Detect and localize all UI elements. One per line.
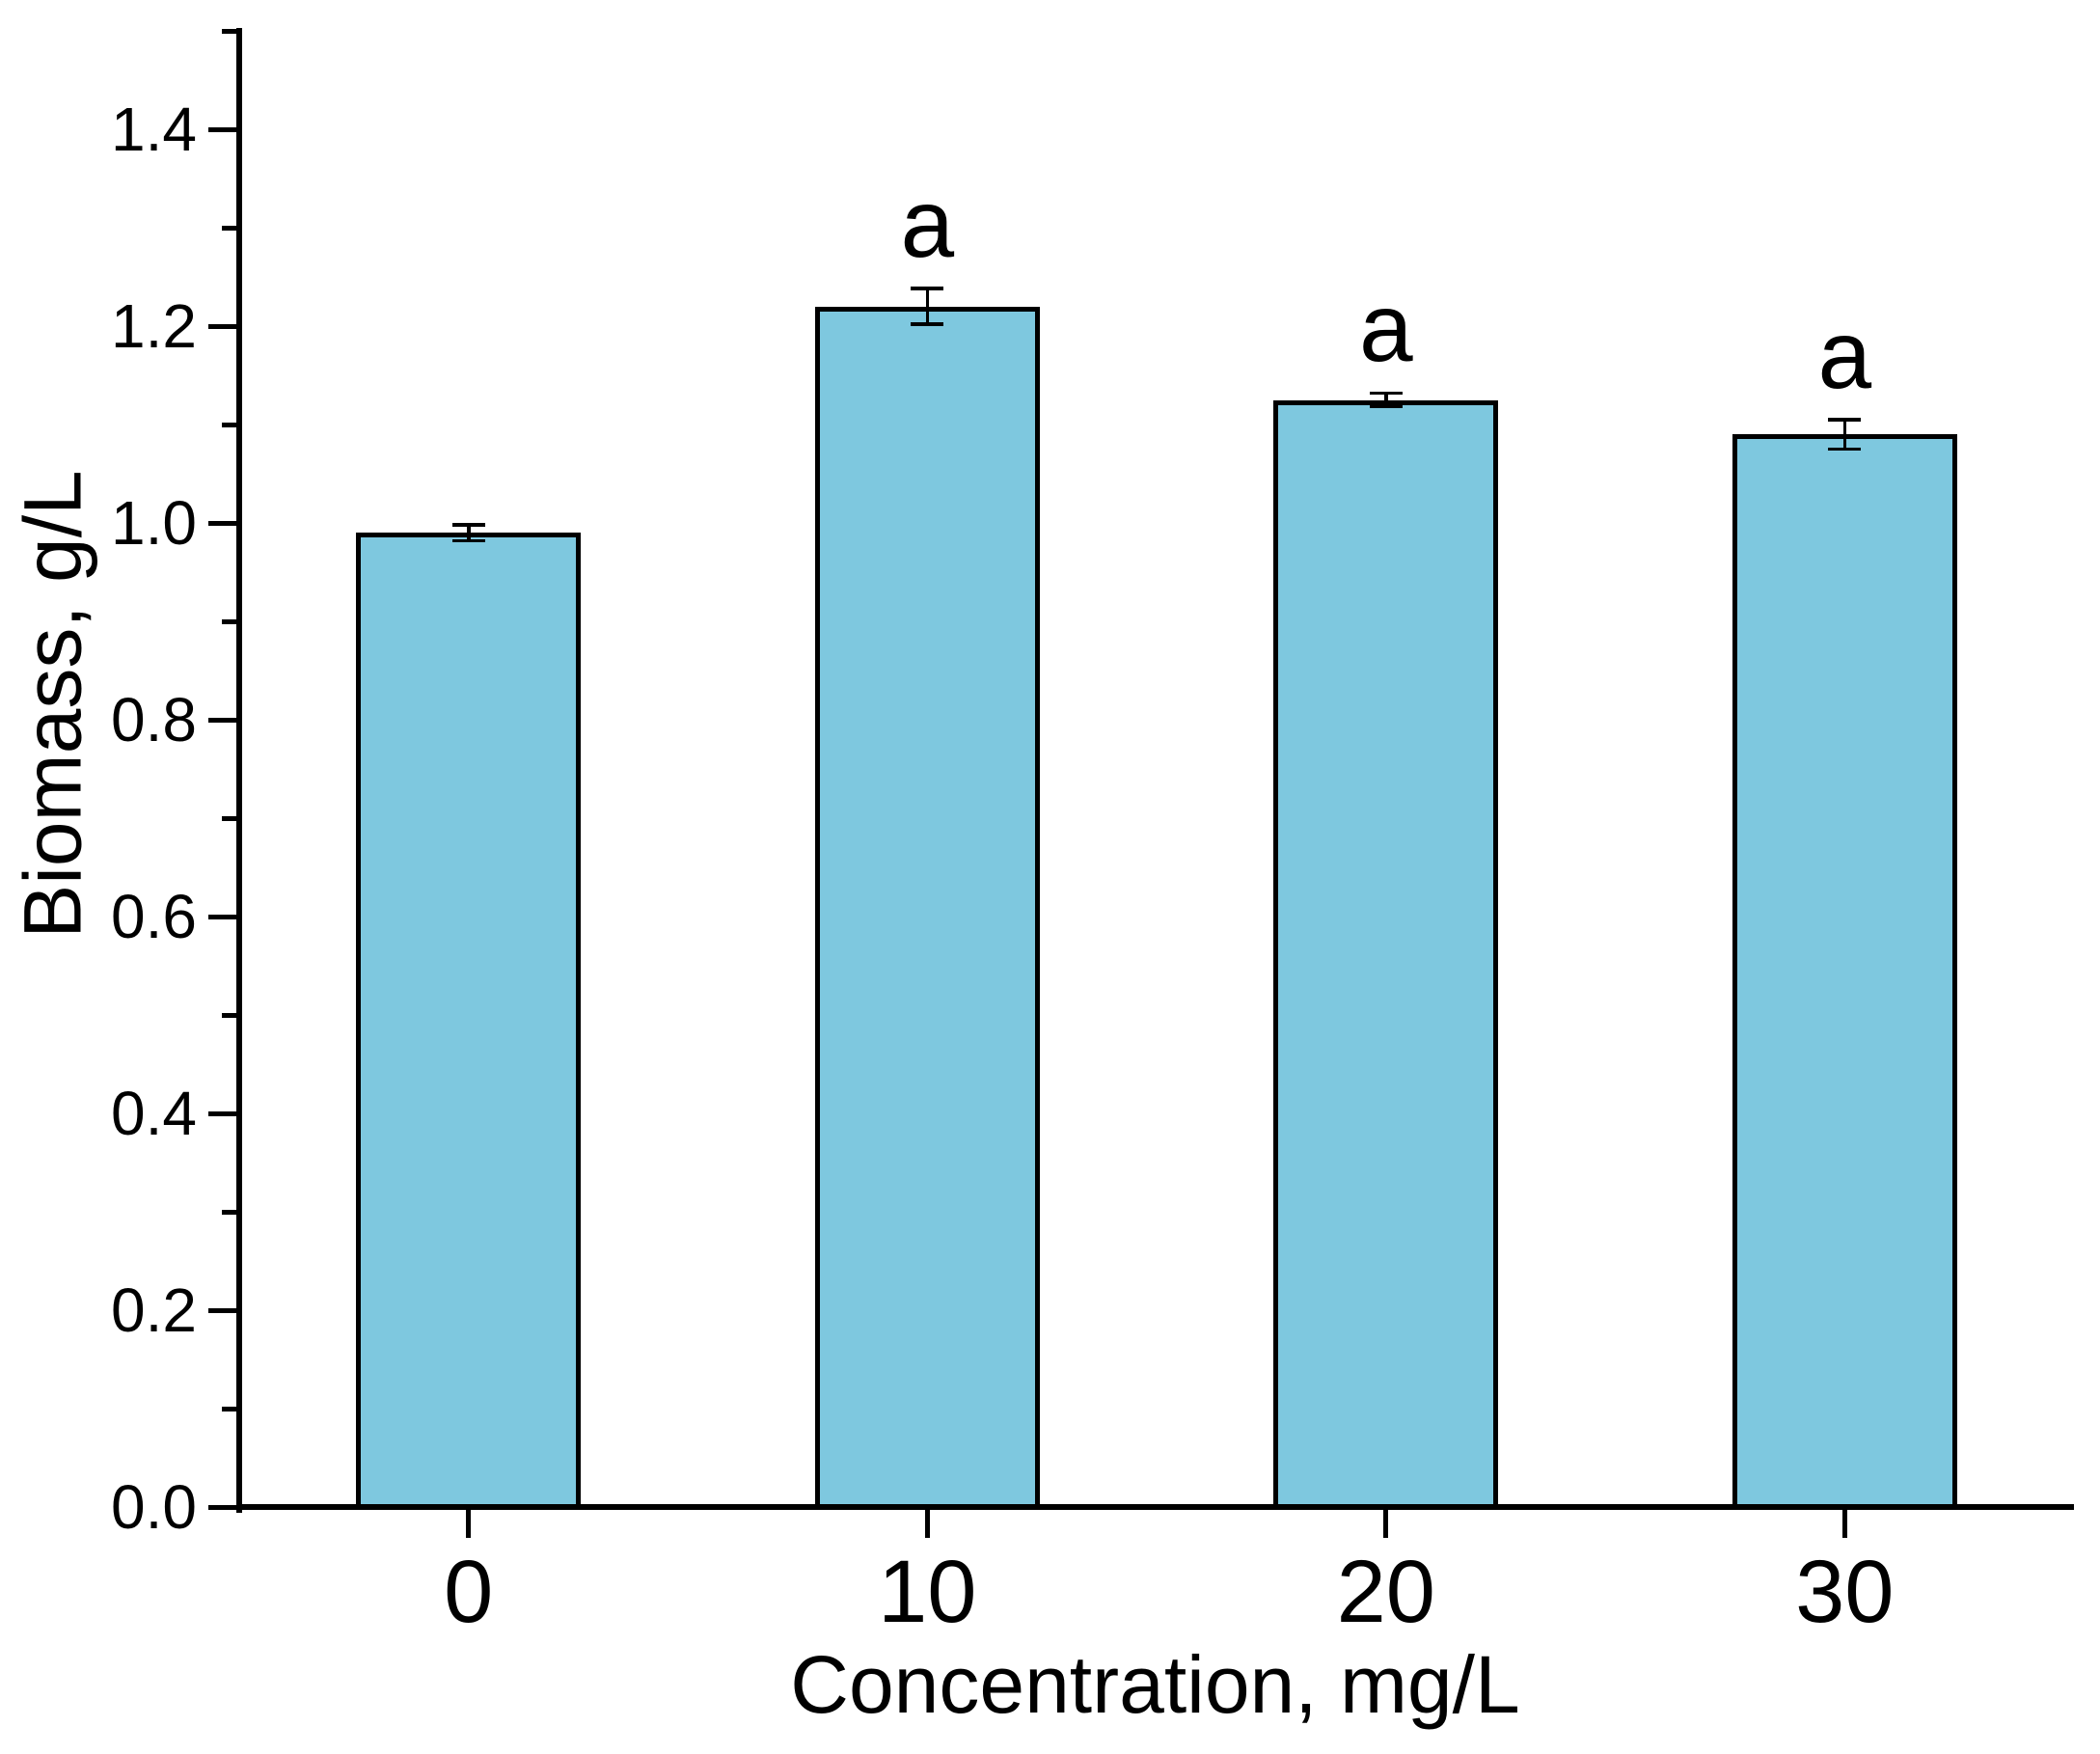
y-axis-major-tick: [208, 520, 239, 526]
bar: [814, 306, 1040, 1510]
y-axis-major-tick: [208, 1110, 239, 1116]
y-axis-major-tick: [208, 1307, 239, 1313]
y-axis-minor-tick: [222, 225, 239, 231]
y-axis-minor-tick: [222, 1406, 239, 1411]
y-axis-major-tick: [208, 717, 239, 723]
error-bar-line: [925, 288, 929, 324]
y-tick-label: 1.2: [111, 291, 197, 361]
error-bar-line: [467, 525, 471, 541]
y-axis-major-tick: [208, 126, 239, 132]
error-bar-line: [1842, 419, 1846, 450]
y-axis-minor-tick: [222, 1012, 239, 1018]
y-axis-minor-tick: [222, 1209, 239, 1215]
x-axis-title: Concentration, mg/L: [790, 1639, 1520, 1730]
error-bar-cap-top: [451, 523, 485, 527]
y-tick-label: 0.6: [111, 882, 197, 951]
error-bar-cap-top: [1369, 391, 1403, 396]
y-axis-major-tick: [208, 1504, 239, 1510]
y-axis-major-tick: [208, 914, 239, 919]
y-axis-minor-tick: [222, 28, 239, 34]
significance-letter: a: [1358, 274, 1413, 383]
significance-letter: a: [900, 170, 955, 279]
y-tick-label: 0.0: [111, 1472, 197, 1542]
error-bar-cap-top: [911, 287, 944, 290]
y-axis-major-tick: [208, 323, 239, 329]
bar: [1732, 434, 1957, 1510]
error-bar-line: [1384, 393, 1388, 407]
y-tick-label: 1.0: [111, 488, 197, 558]
y-axis-line: [236, 28, 242, 1513]
y-axis-minor-tick: [222, 422, 239, 427]
y-tick-label: 1.4: [111, 95, 197, 164]
error-bar-cap-bottom: [1369, 404, 1403, 409]
y-axis-minor-tick: [222, 815, 239, 821]
error-bar-cap-bottom: [911, 322, 944, 326]
error-bar-cap-bottom: [1828, 447, 1862, 452]
x-axis-tick: [466, 1507, 472, 1538]
y-tick-label: 0.8: [111, 685, 197, 754]
y-axis-title: Biomass, g/L: [7, 470, 98, 939]
bar: [356, 533, 582, 1510]
x-axis-tick: [1383, 1507, 1389, 1538]
x-axis-tick: [1841, 1507, 1847, 1538]
x-tick-label: 20: [1336, 1543, 1435, 1641]
x-axis-line: [236, 1504, 2074, 1510]
y-axis-minor-tick: [222, 618, 239, 624]
bar: [1273, 399, 1499, 1510]
significance-letter: a: [1817, 300, 1872, 409]
x-axis-tick: [924, 1507, 930, 1538]
x-tick-label: 30: [1795, 1543, 1895, 1641]
x-tick-label: 10: [878, 1543, 977, 1641]
x-tick-label: 0: [444, 1543, 494, 1641]
y-tick-label: 0.4: [111, 1079, 197, 1148]
y-tick-label: 0.2: [111, 1275, 197, 1345]
error-bar-cap-bottom: [451, 538, 485, 543]
error-bar-cap-top: [1828, 418, 1862, 422]
